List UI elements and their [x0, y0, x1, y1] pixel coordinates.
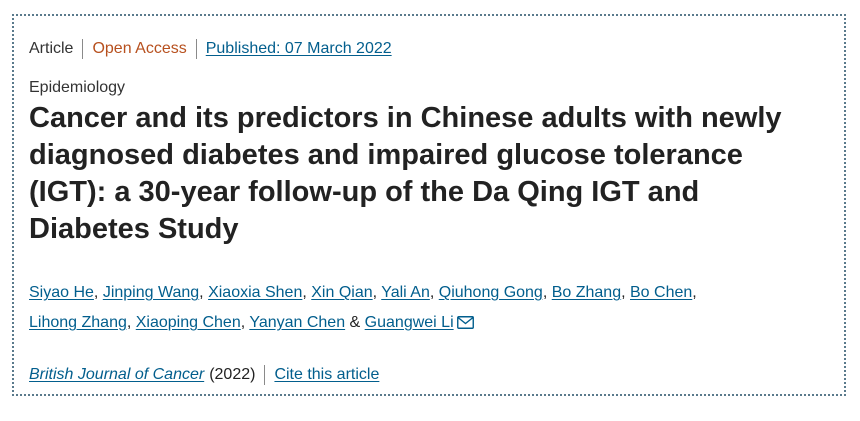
author-separator: , [302, 284, 312, 301]
author-link[interactable]: Jinping Wang [102, 284, 200, 301]
open-access-badge: Open Access [92, 40, 187, 57]
author-separator: , [429, 284, 439, 301]
article-meta-row: Article Open Access Published: 07 March … [29, 39, 392, 59]
mail-icon[interactable] [456, 310, 474, 340]
author-separator: , [199, 284, 209, 301]
article-title: Cancer and its predictors in Chinese adu… [29, 102, 782, 245]
author-list: Siyao He, Jinping Wang, Xiaoxia Shen, Xi… [29, 278, 829, 340]
subject-category: Epidemiology [29, 79, 126, 96]
author-link[interactable]: Bo Chen [630, 284, 693, 301]
citation-row: British Journal of Cancer (2022) Cite th… [29, 364, 379, 386]
author-link[interactable]: Yali An [381, 284, 430, 301]
meta-divider [82, 39, 84, 59]
author-link-corresponding[interactable]: Guangwei Li [364, 314, 454, 331]
cite-this-article-link[interactable]: Cite this article [274, 366, 380, 383]
author-separator: , [542, 284, 552, 301]
author-separator: , [372, 284, 382, 301]
meta-divider [195, 39, 197, 59]
published-date-link[interactable]: Published: 07 March 2022 [205, 40, 392, 57]
author-separator: & [345, 314, 365, 331]
author-link[interactable]: Siyao He [29, 284, 94, 301]
author-link[interactable]: Qiuhong Gong [438, 284, 543, 301]
author-separator: , [93, 284, 103, 301]
article-type: Article [29, 40, 74, 57]
author-separator: , [621, 284, 630, 301]
publication-year: (2022) [209, 366, 256, 383]
author-link[interactable]: Xiaoxia Shen [208, 284, 303, 301]
author-separator: , [126, 314, 136, 331]
journal-link[interactable]: British Journal of Cancer [29, 366, 205, 383]
author-link[interactable]: Yanyan Chen [249, 314, 346, 331]
author-link[interactable]: Lihong Zhang [29, 314, 127, 331]
citation-divider [264, 365, 266, 385]
author-link[interactable]: Bo Zhang [551, 284, 622, 301]
author-separator: , [692, 284, 697, 301]
article-header-frame [12, 14, 846, 396]
author-link[interactable]: Xiaoping Chen [135, 314, 241, 331]
author-link[interactable]: Xin Qian [311, 284, 373, 301]
author-separator: , [240, 314, 250, 331]
